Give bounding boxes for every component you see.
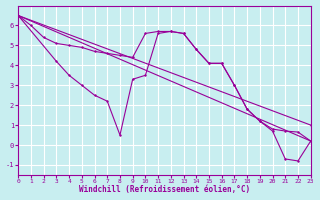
X-axis label: Windchill (Refroidissement éolien,°C): Windchill (Refroidissement éolien,°C) bbox=[79, 185, 250, 194]
